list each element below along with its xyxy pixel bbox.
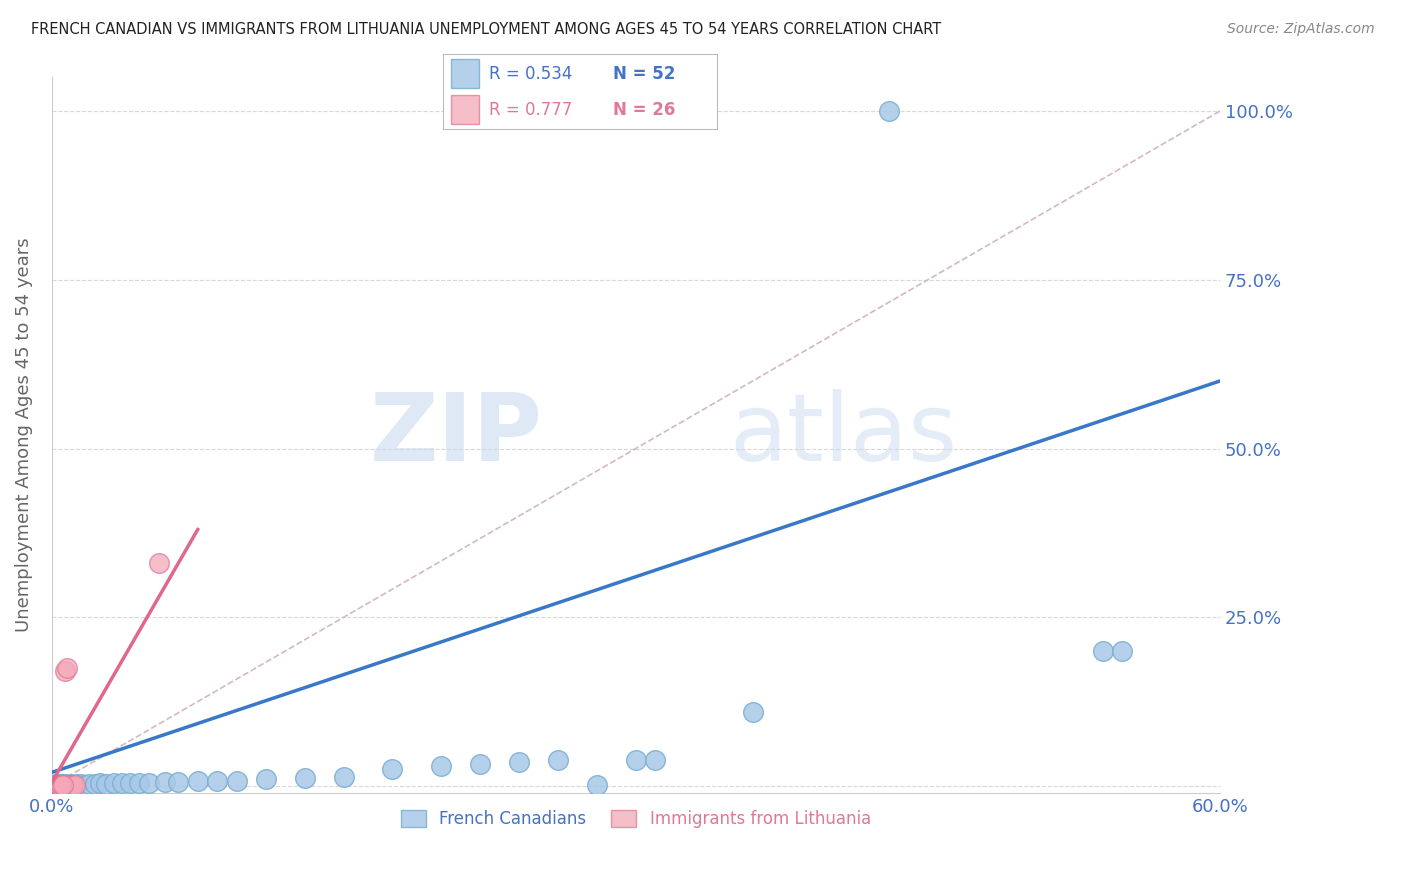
Point — [56, 778, 79, 792]
Point — [294, 772, 316, 786]
Point — [56, 661, 79, 675]
Point — [52, 778, 75, 792]
Point — [225, 773, 247, 788]
Point — [53, 777, 76, 791]
Point — [45, 778, 67, 792]
Point — [153, 775, 176, 789]
Point — [51, 778, 73, 792]
Point — [624, 753, 647, 767]
Point — [205, 774, 228, 789]
Point — [58, 778, 80, 792]
Point — [56, 778, 79, 792]
Point — [45, 778, 67, 792]
Point — [77, 777, 100, 791]
Point — [877, 104, 900, 119]
Point — [62, 778, 84, 792]
Text: R = 0.777: R = 0.777 — [489, 101, 572, 119]
Point — [332, 770, 354, 784]
Point — [48, 777, 70, 791]
Point — [53, 778, 76, 792]
Point — [52, 778, 75, 792]
Point — [60, 777, 83, 791]
Point — [103, 776, 125, 790]
Point — [60, 778, 83, 792]
Text: N = 52: N = 52 — [613, 65, 675, 83]
Point — [96, 777, 118, 791]
Point — [45, 778, 67, 792]
Point — [48, 778, 70, 792]
Point — [508, 756, 530, 770]
Point — [63, 778, 86, 792]
Point — [73, 778, 96, 792]
Point — [111, 776, 134, 790]
Point — [46, 778, 69, 792]
Point — [1091, 644, 1114, 658]
Point — [468, 757, 491, 772]
Point — [644, 753, 666, 767]
Point — [52, 778, 75, 792]
Point — [42, 778, 65, 792]
FancyBboxPatch shape — [451, 59, 478, 87]
Point — [741, 705, 763, 719]
Point — [89, 776, 111, 790]
Point — [42, 778, 65, 792]
Point — [66, 777, 89, 791]
FancyBboxPatch shape — [451, 95, 478, 124]
Point — [1111, 644, 1133, 658]
Text: Source: ZipAtlas.com: Source: ZipAtlas.com — [1227, 22, 1375, 37]
Point — [254, 772, 277, 786]
Point — [128, 775, 150, 789]
Point — [138, 775, 160, 789]
Point — [46, 778, 69, 792]
Point — [118, 775, 141, 789]
Text: N = 26: N = 26 — [613, 101, 675, 119]
Point — [48, 778, 70, 792]
Y-axis label: Unemployment Among Ages 45 to 54 years: Unemployment Among Ages 45 to 54 years — [15, 238, 32, 632]
Text: ZIP: ZIP — [370, 389, 543, 481]
Point — [51, 778, 73, 792]
Text: FRENCH CANADIAN VS IMMIGRANTS FROM LITHUANIA UNEMPLOYMENT AMONG AGES 45 TO 54 YE: FRENCH CANADIAN VS IMMIGRANTS FROM LITHU… — [31, 22, 941, 37]
Point — [52, 778, 75, 792]
Point — [62, 778, 84, 792]
Point — [63, 778, 86, 792]
Point — [1344, 104, 1367, 119]
Point — [46, 778, 69, 792]
Point — [48, 778, 70, 792]
Point — [70, 777, 93, 791]
Point — [52, 777, 75, 791]
Point — [53, 778, 76, 792]
Point — [547, 753, 569, 767]
Point — [58, 778, 80, 792]
Point — [83, 777, 105, 791]
Text: atlas: atlas — [730, 389, 957, 481]
Point — [53, 664, 76, 678]
Point — [48, 778, 70, 792]
Point — [381, 762, 404, 776]
Point — [51, 778, 73, 792]
Point — [60, 778, 83, 792]
Point — [53, 778, 76, 792]
Point — [167, 775, 190, 789]
Point — [585, 778, 607, 792]
Point — [187, 774, 209, 789]
Point — [51, 778, 73, 792]
Point — [51, 778, 73, 792]
Point — [45, 777, 67, 791]
Point — [46, 778, 69, 792]
Point — [430, 758, 453, 772]
Point — [60, 778, 83, 792]
Text: R = 0.534: R = 0.534 — [489, 65, 572, 83]
Legend: French Canadians, Immigrants from Lithuania: French Canadians, Immigrants from Lithua… — [394, 803, 877, 834]
Point — [46, 778, 69, 792]
Point — [148, 556, 170, 570]
